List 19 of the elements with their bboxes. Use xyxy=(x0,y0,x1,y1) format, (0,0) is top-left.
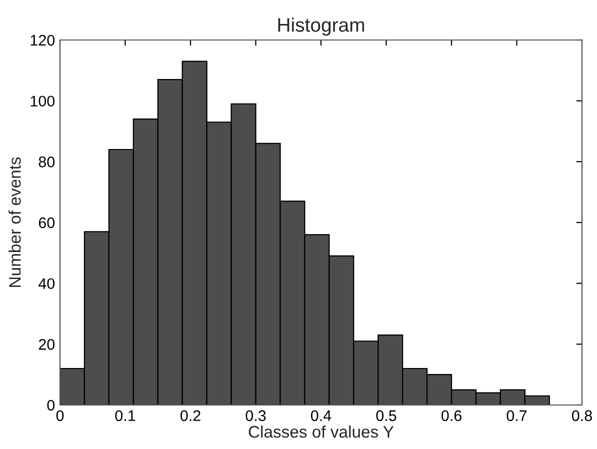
x-tick-label: 0.2 xyxy=(180,410,200,422)
y-tick-label: 80 xyxy=(38,156,55,168)
x-tick-label: 0.5 xyxy=(376,410,396,422)
y-tick-label: 100 xyxy=(30,96,55,107)
x-axis-title: Classes of values Y xyxy=(248,425,394,438)
y-tick-label: 0 xyxy=(47,400,55,411)
chart-title: Histogram xyxy=(278,18,364,36)
y-tick-label: 40 xyxy=(38,278,55,290)
x-tick-label: 0.8 xyxy=(572,410,592,422)
x-tick-label: 0.1 xyxy=(115,410,136,422)
x-tick-label: 0.7 xyxy=(506,410,527,422)
x-tick-label: 0.3 xyxy=(246,410,266,422)
y-axis-title: Number of events xyxy=(8,157,21,287)
x-tick-label: 0.4 xyxy=(310,410,332,422)
y-tick-label: 20 xyxy=(38,339,55,350)
y-tick-label: 120 xyxy=(30,34,55,46)
x-tick-label: 0 xyxy=(56,410,64,422)
y-tick-label: 60 xyxy=(38,217,55,228)
x-tick-label: 0.6 xyxy=(441,410,462,422)
